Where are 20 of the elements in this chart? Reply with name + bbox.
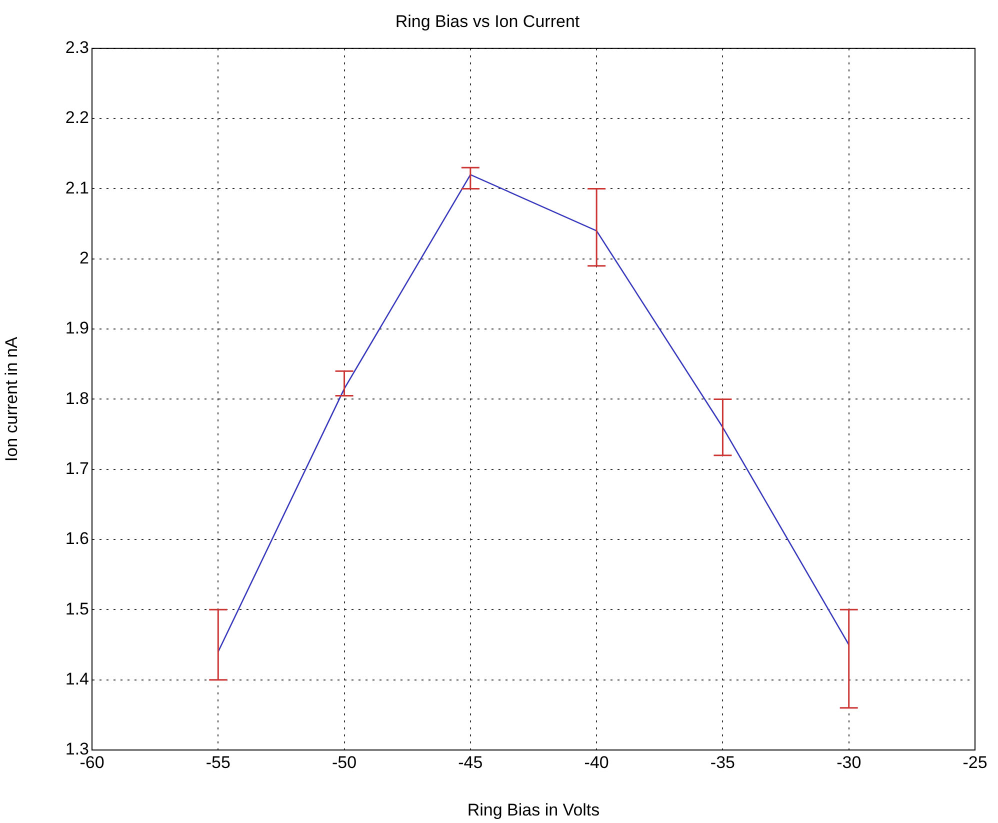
y-tick-label: 1.5 bbox=[65, 599, 89, 618]
x-axis-title: Ring Bias in Volts bbox=[467, 800, 600, 820]
x-tick-label: -35 bbox=[710, 752, 736, 772]
y-tick-label: 1.8 bbox=[65, 388, 89, 408]
x-tick-label: -25 bbox=[962, 752, 988, 772]
x-tick-label: -45 bbox=[458, 752, 483, 772]
y-tick-label: 1.7 bbox=[65, 459, 89, 478]
y-tick-label: 1.6 bbox=[65, 529, 89, 548]
x-tick-label: -55 bbox=[206, 752, 230, 772]
y-tick-label: 2.1 bbox=[65, 178, 89, 198]
x-tick-label: -30 bbox=[836, 752, 862, 772]
y-tick-label: 2 bbox=[80, 248, 89, 268]
y-tick-label: 2.3 bbox=[65, 38, 89, 58]
x-tick-label: -50 bbox=[332, 752, 357, 772]
y-tick-label: 1.9 bbox=[65, 318, 89, 338]
y-tick-label: 2.2 bbox=[65, 108, 89, 128]
y-tick-label: 1.4 bbox=[65, 670, 89, 689]
y-axis-title: Ion current in nA bbox=[2, 336, 21, 462]
x-tick-label: -40 bbox=[584, 752, 609, 772]
chart-title: Ring Bias vs Ion Current bbox=[395, 12, 580, 31]
